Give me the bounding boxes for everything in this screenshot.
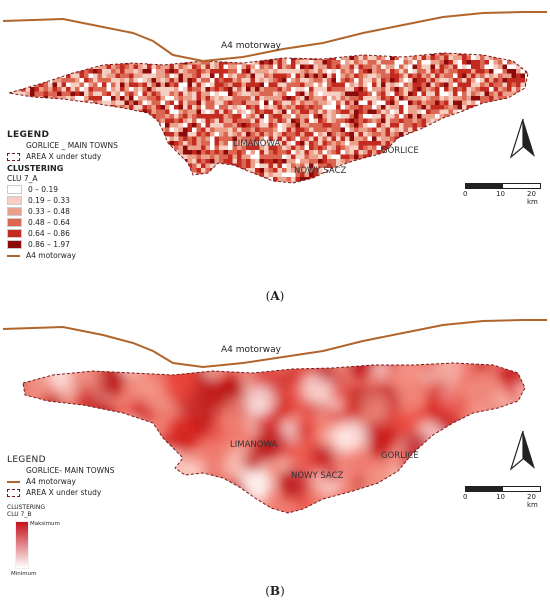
scale-bar: 0 10 20 km [463, 486, 543, 509]
legend-b: LEGEND GORLICE- MAIN TOWNS A4 motorway A… [3, 450, 123, 580]
north-arrow-icon [509, 430, 535, 471]
legend-class-row: 0.33 – 0.48 [7, 206, 157, 217]
legend-title: LEGEND [7, 130, 50, 140]
legend-row-towns: GORLICE _ MAIN TOWNS [7, 140, 157, 151]
gradient-min-label: Minimum [11, 571, 37, 577]
scale-label: 0 [463, 190, 468, 198]
class-swatch-icon [7, 196, 22, 205]
legend-class-label: 0.86 – 1.97 [28, 240, 70, 249]
legend-towns-label: GORLICE- MAIN TOWNS [26, 466, 115, 475]
legend-class-label: 0.64 – 0.86 [28, 229, 70, 238]
scale-label: 0 [463, 493, 468, 501]
class-swatch-icon [7, 218, 22, 227]
legend-area-label: AREA X under study [26, 152, 102, 161]
town-label-nowy-sacz: NOWY SACZ [294, 166, 347, 176]
scale-label: 20 km [527, 493, 538, 509]
motorway-label: A4 motorway [221, 345, 281, 355]
legend-class-row: 0.86 – 1.97 [7, 239, 157, 250]
legend-layer-row: CLU 7_A [7, 173, 157, 184]
class-swatch-icon [7, 185, 22, 194]
legend-clustering-label: CLUSTERING [7, 164, 64, 173]
motorway-label: A4 motorway [221, 41, 281, 51]
legend-layer-label: CLU 7_B [7, 511, 32, 518]
legend-title: LEGEND [7, 455, 46, 465]
area-swatch-icon [7, 488, 20, 497]
motorway-line [3, 11, 547, 63]
legend-class-label: 0 – 0.19 [28, 185, 58, 194]
area-swatch-icon [7, 152, 20, 161]
town-label-gorlice: GORLICE [381, 451, 419, 461]
legend-clustering-label: CLUSTERING [7, 504, 45, 511]
legend-a: LEGEND GORLICE _ MAIN TOWNS AREA X under… [7, 130, 157, 261]
town-label-gorlice: GORLICE [381, 146, 419, 156]
legend-row-towns: GORLICE- MAIN TOWNS [7, 465, 119, 476]
scale-label: 10 [496, 493, 505, 501]
caption-b: (B) [265, 584, 285, 598]
legend-class-row: 0.19 – 0.33 [7, 195, 157, 206]
study-area-boundary [8, 52, 529, 184]
legend-class-row: 0.64 – 0.86 [7, 228, 157, 239]
legend-towns-label: GORLICE _ MAIN TOWNS [26, 141, 118, 150]
legend-row-motorway: A4 motorway [7, 476, 119, 487]
legend-class-label: 0.48 – 0.64 [28, 218, 70, 227]
legend-class-label: 0.19 – 0.33 [28, 196, 70, 205]
town-label-limanowa: LIMANOWA [233, 139, 281, 149]
scale-label: 10 [496, 190, 505, 198]
scale-label: 20 km [527, 190, 538, 206]
north-arrow-icon [509, 118, 535, 159]
legend-class-row: 0.48 – 0.64 [7, 217, 157, 228]
class-swatch-icon [7, 240, 22, 249]
caption-a: (A) [265, 289, 285, 303]
legend-layer-label: CLU 7_A [7, 174, 38, 183]
legend-row-motorway: A4 motorway [7, 250, 157, 261]
legend-motorway-label: A4 motorway [26, 251, 76, 260]
map-panel-a: A4 motorway LIMANOWA NOWY SACZ GORLICE 0… [3, 3, 547, 281]
gradient-max-label: Maksimum [30, 521, 60, 527]
legend-row-area: AREA X under study [7, 487, 119, 498]
motorway-swatch-icon [7, 480, 20, 483]
town-label-limanowa: LIMANOWA [230, 440, 278, 450]
legend-motorway-label: A4 motorway [26, 477, 76, 486]
legend-row-area: AREA X under study [7, 151, 157, 162]
scale-bar: 0 10 20 km [463, 183, 543, 206]
legend-class-label: 0.33 – 0.48 [28, 207, 70, 216]
legend-class-row: 0 – 0.19 [7, 184, 157, 195]
legend-gradient: Maksimum Minimum [7, 521, 119, 577]
map-b-canvas [3, 319, 547, 514]
town-label-nowy-sacz: NOWY SACZ [291, 471, 344, 481]
motorway-line [3, 319, 547, 369]
class-swatch-icon [7, 229, 22, 238]
motorway-swatch-icon [7, 254, 20, 257]
legend-classes: 0 – 0.19 0.19 – 0.33 0.33 – 0.48 0.48 – 0.6… [7, 184, 157, 250]
study-area-boundary [22, 362, 526, 514]
gradient-bar [15, 521, 29, 569]
legend-area-label: AREA X under study [26, 488, 102, 497]
class-swatch-icon [7, 207, 22, 216]
map-a-canvas [3, 11, 547, 184]
